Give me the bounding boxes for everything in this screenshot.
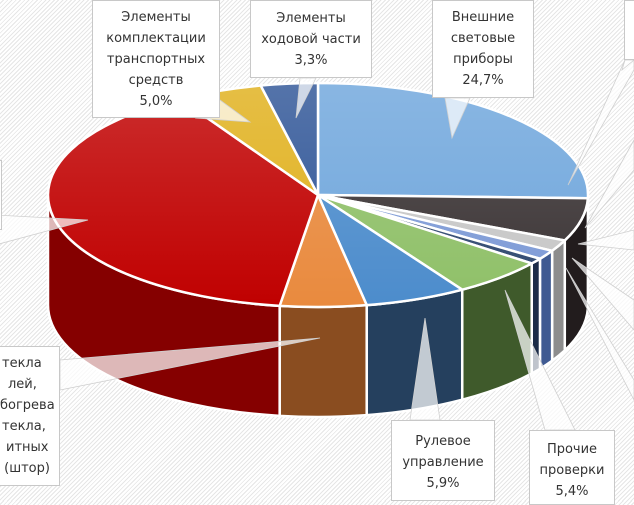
callout-external-lights: Внешние световые приборы 24,7% [432, 0, 534, 98]
callout-glass-line-1: текла [2, 353, 62, 374]
callout-equipment-value: 5,0% [93, 91, 219, 112]
callout-chassis-value: 3,3% [251, 50, 371, 71]
callout-other-checks-value: 5,4% [530, 481, 614, 502]
callout-equipment-line-1: Элементы [93, 7, 219, 28]
callout-steering: Рулевое управление 5,9% [391, 420, 495, 501]
pie-slice-side [552, 240, 565, 360]
callout-chassis-line-1: Элементы [251, 8, 371, 29]
callout-external-lights-line-3: приборы [433, 49, 533, 70]
callout-other-checks: Прочие проверки 5,4% [529, 430, 615, 505]
callout-glass-line-6: (штор) [0, 458, 62, 479]
callout-steering-line-2: управление [392, 452, 494, 473]
callout-external-lights-line-2: световые [433, 28, 533, 49]
callout-steering-value: 5,9% [392, 473, 494, 494]
callout-steering-line-1: Рулевое [392, 431, 494, 452]
callout-equipment-line-3: транспортных [93, 49, 219, 70]
callout-glass-line-5: итных [6, 437, 62, 458]
callout-glass-line-3: богрева [0, 395, 62, 416]
callout-other-checks-line-2: проверки [530, 460, 614, 481]
callout-equipment-line-2: комплектации [93, 28, 219, 49]
callout-glass-text: текла лей, богрева текла, итных (штор) [0, 346, 62, 486]
callout-chassis: Элементы ходовой части 3,3% [250, 0, 372, 78]
callout-external-lights-value: 24,7% [433, 70, 533, 91]
callout-offscreen-left [0, 160, 2, 230]
callout-pointer [585, 140, 634, 228]
callout-external-lights-line-1: Внешние [433, 7, 533, 28]
callout-glass-line-2: лей, [8, 374, 62, 395]
callout-glass-line-4: текла, [2, 416, 62, 437]
callout-equipment: Элементы комплектации транспортных средс… [92, 0, 220, 118]
callout-offscreen-right [624, 0, 634, 60]
pie-slice-side [540, 251, 552, 369]
callout-other-checks-line-1: Прочие [530, 439, 614, 460]
pie-slice-side [280, 305, 367, 417]
callout-chassis-line-2: ходовой части [251, 29, 371, 50]
callout-equipment-line-4: средств [93, 70, 219, 91]
